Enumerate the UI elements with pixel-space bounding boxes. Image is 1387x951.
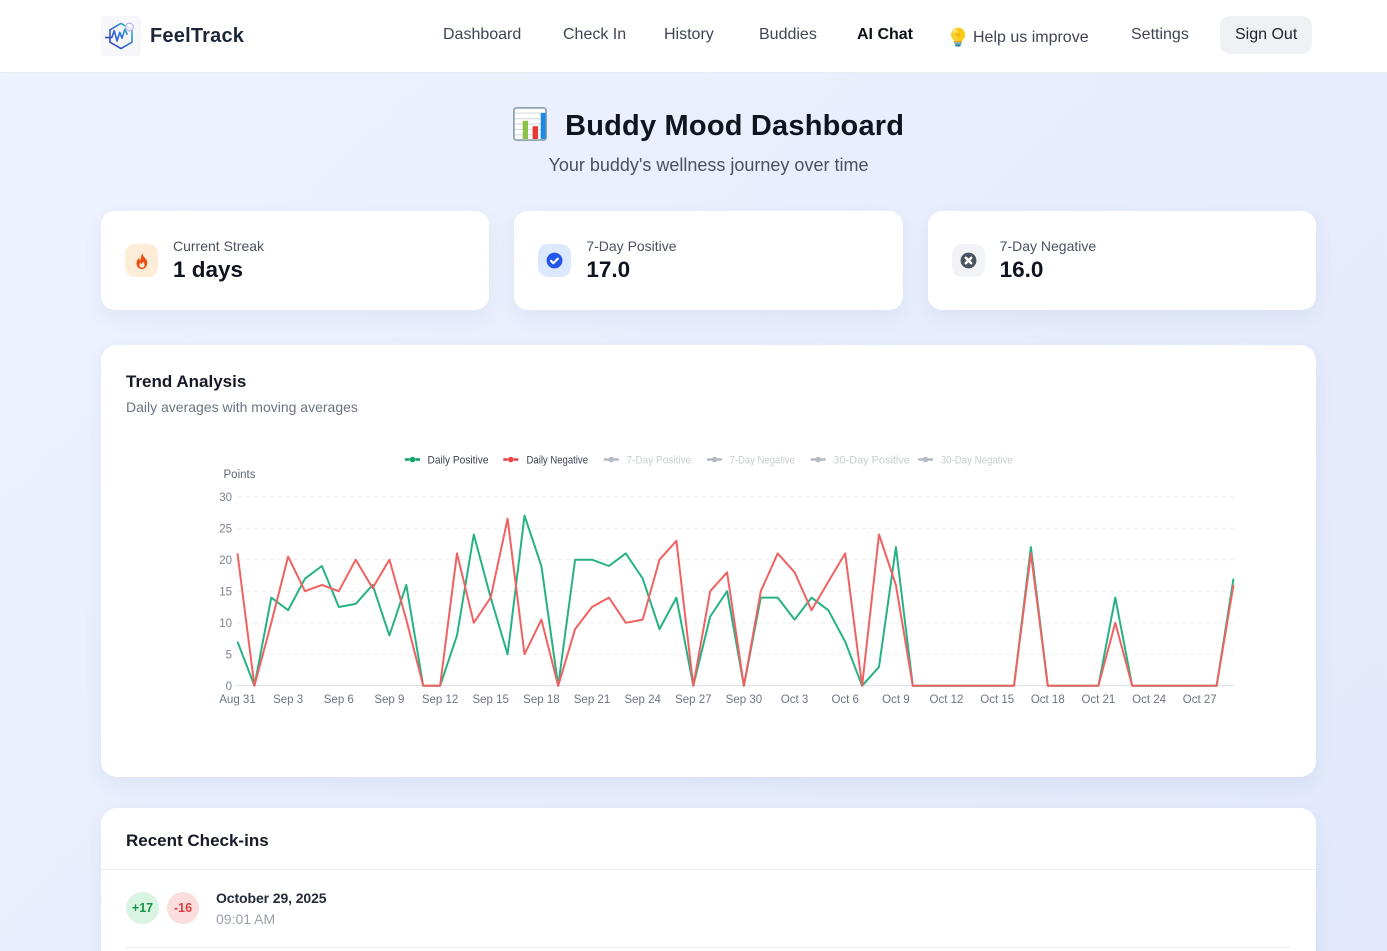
svg-text:Sep 30: Sep 30 — [726, 694, 762, 706]
svg-text:10: 10 — [219, 618, 232, 630]
svg-text:7-Day Positive: 7-Day Positive — [627, 455, 692, 467]
svg-text:25: 25 — [219, 523, 232, 535]
svg-text:0: 0 — [226, 681, 232, 693]
svg-text:Aug 31: Aug 31 — [219, 694, 255, 706]
svg-text:Sep 12: Sep 12 — [422, 694, 458, 706]
svg-text:Sep 24: Sep 24 — [624, 694, 661, 706]
svg-text:30-Day Positive: 30-Day Positive — [833, 455, 910, 467]
svg-text:Sep 21: Sep 21 — [574, 694, 610, 706]
svg-text:7-Day Negative: 7-Day Negative — [730, 455, 795, 467]
svg-text:Daily Negative: Daily Negative — [527, 455, 589, 467]
svg-text:Sep 18: Sep 18 — [523, 694, 559, 706]
svg-text:Oct 18: Oct 18 — [1031, 694, 1065, 706]
svg-text:15: 15 — [219, 586, 232, 598]
svg-text:5: 5 — [226, 649, 232, 661]
svg-text:Sep 9: Sep 9 — [374, 694, 404, 706]
svg-text:Oct 6: Oct 6 — [831, 694, 858, 706]
svg-text:Oct 12: Oct 12 — [930, 694, 964, 706]
svg-text:Oct 3: Oct 3 — [781, 694, 808, 706]
svg-text:Oct 15: Oct 15 — [980, 694, 1014, 706]
svg-text:Sep 6: Sep 6 — [324, 694, 354, 706]
svg-text:Daily Positive: Daily Positive — [428, 455, 489, 467]
svg-text:Points: Points — [224, 469, 256, 481]
svg-text:Oct 24: Oct 24 — [1132, 694, 1166, 706]
svg-text:Oct 9: Oct 9 — [882, 694, 909, 706]
svg-text:Oct 21: Oct 21 — [1081, 694, 1115, 706]
svg-text:30: 30 — [219, 492, 232, 504]
svg-text:Sep 15: Sep 15 — [472, 694, 508, 706]
svg-text:20: 20 — [219, 555, 232, 567]
svg-text:Sep 3: Sep 3 — [273, 694, 303, 706]
svg-text:Sep 27: Sep 27 — [675, 694, 711, 706]
svg-text:30-Day Negative: 30-Day Negative — [941, 455, 1013, 467]
svg-text:Oct 27: Oct 27 — [1183, 694, 1217, 706]
